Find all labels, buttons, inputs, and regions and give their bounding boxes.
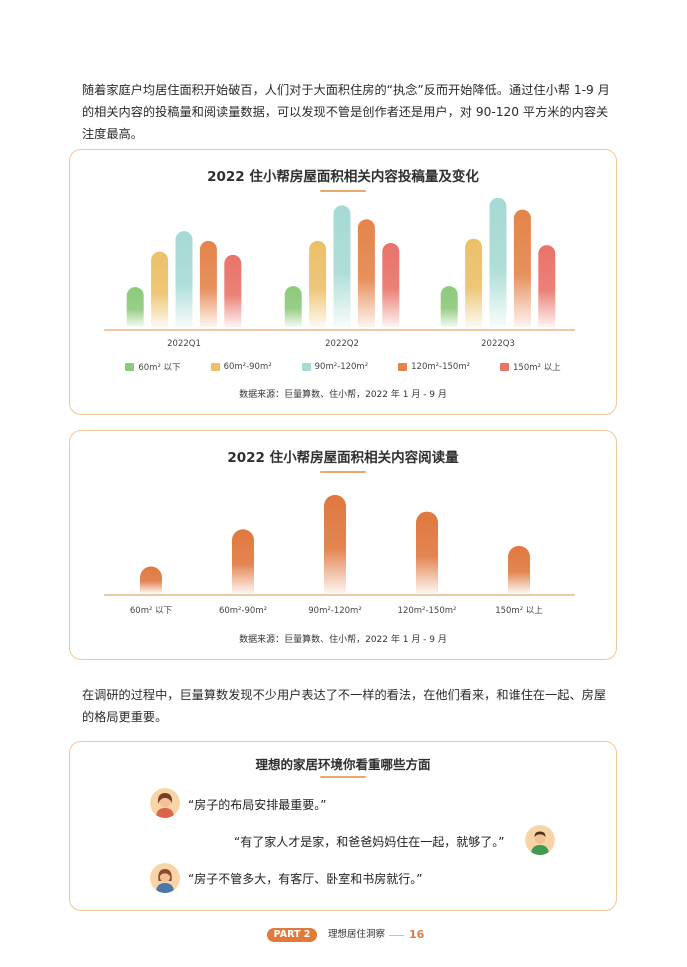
chart2-x-tick: 90m²-120m²	[308, 606, 361, 616]
chart1-bar	[333, 205, 351, 327]
chart1-x-tick: 2022Q1	[167, 339, 201, 349]
chart1-legend-swatch	[301, 363, 311, 371]
quotes-title: 理想的家居环境你看重哪些方面	[255, 757, 431, 772]
chart1-title: 2022 住小帮房屋面积相关内容投稿量及变化	[207, 169, 479, 185]
quote-3: “房子不管多大，有客厅、卧室和书房就行。”	[188, 872, 423, 886]
chart1-bar	[224, 254, 242, 327]
chart1-bar	[357, 219, 375, 327]
chart2-source: 数据来源：巨量算数、住小帮，2022 年 1 月 - 9 月	[239, 635, 447, 645]
chart1-bar	[151, 251, 169, 327]
chart1-legend-swatch	[125, 363, 135, 371]
avatar-man-icon	[525, 825, 555, 855]
submission-chart-card: 2022 住小帮房屋面积相关内容投稿量及变化 2022Q1 2022Q2 2022Q…	[69, 149, 617, 415]
footer-divider	[389, 935, 404, 936]
chart1-legend-label: 90m²-120m²	[314, 362, 369, 372]
chart1-legend-label: 120m²-150m²	[411, 362, 471, 372]
chart1-legend-item: 90m²-120m²	[301, 361, 369, 373]
chart1-legend-label: 60m² 以下	[138, 363, 181, 373]
chart1-legend: 60m² 以下 60m²-90m² 90m²-120m² 120m²-150m² 150…	[70, 361, 616, 373]
part-badge: PART 2	[267, 928, 317, 942]
chart1-legend-item: 60m² 以下	[125, 361, 181, 373]
chart1-bar	[175, 231, 193, 327]
reading-bar-chart: 60m² 以下 60m²-90m² 90m²-120m² 120m²-150m² 150…	[104, 494, 575, 616]
chart1-title-underline	[320, 190, 366, 192]
avatar-woman-icon	[150, 788, 180, 818]
chart1-legend-swatch	[398, 363, 408, 371]
chart1-bar	[126, 287, 144, 327]
quotes-card: 理想的家居环境你看重哪些方面 “房子的布局安排最重要。” “有了家人才是家，和爸…	[69, 741, 617, 911]
quote-1: “房子的布局安排最重要。”	[188, 798, 327, 812]
chart1-bar	[382, 243, 400, 327]
chart1-legend-label: 60m²-90m²	[223, 362, 272, 372]
intro-paragraph: 随着家庭户均居住面积开始破百，人们对于大面积住房的“执念”反而开始降低。通过住小…	[82, 83, 610, 141]
footer-section-title: 理想居住洞察	[328, 929, 386, 940]
chart1-bar	[465, 238, 483, 327]
chart2-bar	[416, 511, 438, 593]
page-footer: PART 2 理想居住洞察 16	[0, 927, 687, 945]
chart2-x-tick: 60m²-90m²	[219, 606, 267, 616]
chart1-legend-item: 150m² 以上	[500, 361, 561, 373]
chart2-x-tick: 150m² 以上	[495, 606, 543, 616]
chart2-title-underline	[320, 471, 366, 473]
quote-2: “有了家人才是家，和爸爸妈妈住在一起，就够了。”	[234, 835, 505, 849]
chart1-bar	[513, 209, 531, 327]
chart1-bar	[538, 245, 556, 327]
quotes-title-underline	[320, 776, 366, 778]
chart2-bar	[232, 529, 254, 593]
chart1-source: 数据来源：巨量算数、住小帮，2022 年 1 月 - 9 月	[239, 390, 447, 400]
chart1-legend-swatch	[210, 363, 220, 371]
submission-bar-chart: 2022Q1 2022Q2 2022Q3	[104, 197, 575, 349]
chart1-bar	[309, 240, 327, 327]
avatar-person-icon	[150, 863, 180, 893]
chart2-x-tick: 60m² 以下	[130, 606, 173, 616]
reading-chart-card: 2022 住小帮房屋面积相关内容阅读量 60m² 以下 60m²-90m² 90m²…	[69, 430, 617, 660]
chart2-bar	[140, 566, 162, 593]
chart1-bar	[440, 286, 458, 327]
chart1-legend-item: 60m²-90m²	[210, 361, 272, 373]
chart2-bar	[324, 494, 346, 593]
chart2-x-tick: 120m²-150m²	[398, 606, 457, 616]
chart1-legend-label: 150m² 以上	[513, 363, 561, 373]
chart1-bar	[489, 197, 507, 327]
chart1-x-tick: 2022Q2	[325, 339, 359, 349]
transition-paragraph: 在调研的过程中，巨量算数发现不少用户表达了不一样的看法，在他们看来，和谁住在一起…	[82, 688, 607, 724]
chart1-x-tick: 2022Q3	[481, 339, 515, 349]
chart1-legend-swatch	[500, 363, 510, 371]
chart2-title: 2022 住小帮房屋面积相关内容阅读量	[227, 450, 459, 466]
chart1-legend-item: 120m²-150m²	[398, 361, 470, 373]
chart1-bar	[284, 286, 302, 327]
chart2-bar	[508, 545, 530, 593]
page-number: 16	[409, 928, 425, 941]
chart1-bar	[199, 240, 217, 327]
